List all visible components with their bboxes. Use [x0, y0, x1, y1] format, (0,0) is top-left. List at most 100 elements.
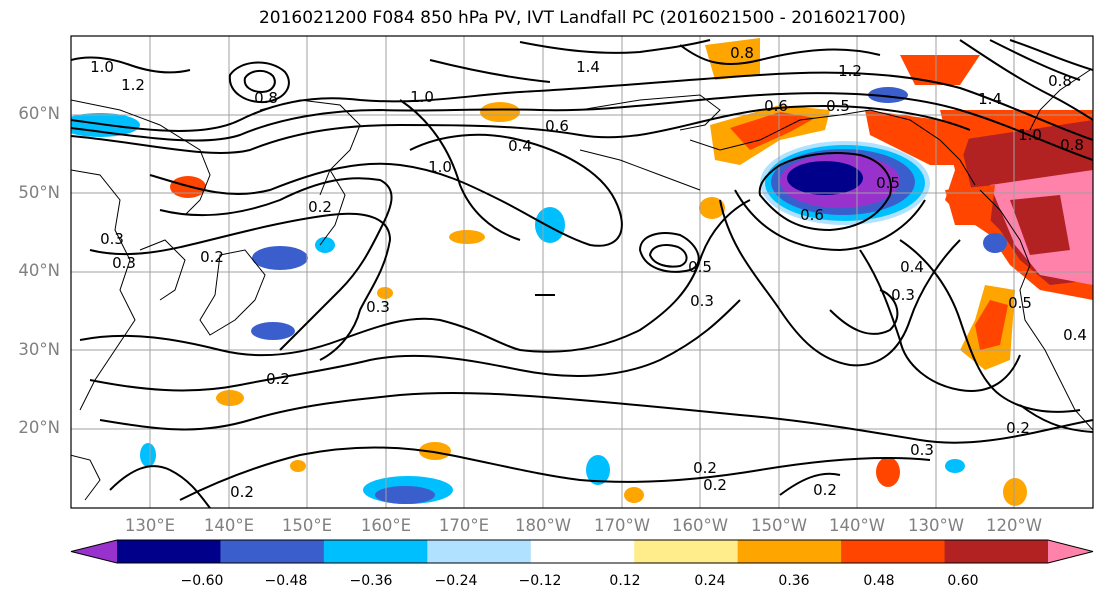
lon-label: 160°E	[360, 516, 412, 535]
lat-label: 40°N	[18, 261, 60, 280]
contour-label: 0.2	[813, 481, 837, 499]
contour-label: 0.6	[545, 117, 569, 135]
contour-label: 0.3	[910, 441, 934, 459]
contour-labels: 1.0 1.2 0.8 1.4 1.0 0.8 0.6 0.4 1.0 0.2 …	[90, 44, 1087, 501]
colorbar-segment	[323, 540, 428, 563]
contour-label: 0.5	[826, 97, 850, 115]
lon-label: 170°E	[438, 516, 490, 535]
positive-anomaly	[876, 457, 900, 487]
lon-label: 150°E	[281, 516, 333, 535]
colorbar-outline	[70, 539, 1094, 564]
negative-anomaly	[787, 161, 863, 195]
colorbar-tick-label: −0.24	[434, 573, 478, 589]
contour-label: 1.2	[121, 76, 145, 94]
positive-anomaly	[900, 55, 980, 85]
contour-label: 0.3	[112, 254, 136, 272]
colorbar-tick-label: −0.12	[518, 573, 562, 589]
positive-anomaly	[730, 112, 815, 150]
contour-label: 0.5	[1008, 294, 1032, 312]
contour-label: 0.2	[308, 198, 332, 216]
lon-label: 130°W	[907, 516, 965, 535]
colorbar-tick-label: −0.36	[349, 573, 393, 589]
chart-title: 2016021200 F084 850 hPa PV, IVT Landfall…	[258, 8, 906, 28]
positive-anomaly	[419, 442, 451, 460]
colorbar-tick-label: 0.12	[609, 573, 641, 589]
colorbar-tick-label: −0.48	[264, 573, 308, 589]
contour-label: 0.2	[703, 476, 727, 494]
contour-label: 0.3	[100, 230, 124, 248]
negative-anomaly	[315, 237, 335, 253]
contour-label: 0.8	[1060, 136, 1084, 154]
pv-contours	[71, 39, 1093, 508]
positive-anomaly	[865, 110, 970, 165]
positive-anomaly	[290, 460, 306, 472]
positive-anomaly	[1010, 195, 1070, 255]
colorbar-extend-high	[1048, 540, 1093, 563]
positive-anomaly	[449, 230, 485, 244]
positive-anomaly	[216, 390, 244, 406]
lat-label: 50°N	[18, 183, 60, 202]
colorbar-segment	[220, 540, 325, 563]
colorbar-segment	[530, 540, 635, 563]
contour-label: 1.0	[428, 158, 452, 176]
colorbar	[70, 539, 1094, 564]
lon-label: 180°W	[514, 516, 572, 535]
colorbar-extend-low	[71, 540, 117, 563]
lon-label: 160°W	[671, 516, 729, 535]
contour-label: 0.5	[688, 258, 712, 276]
positive-anomaly	[1003, 478, 1027, 506]
negative-anomaly	[71, 113, 140, 137]
contour-label: 0.8	[730, 44, 754, 62]
contour-label: 1.0	[1018, 126, 1042, 144]
contour-label: 0.3	[366, 298, 390, 316]
lon-label: 120°W	[985, 516, 1043, 535]
contour-label: 0.6	[764, 97, 788, 115]
colorbar-tick-label: 0.48	[863, 573, 895, 589]
negative-anomaly	[535, 207, 565, 243]
contour-label: 0.4	[900, 258, 924, 276]
colorbar-segment	[841, 540, 946, 563]
graticule	[71, 36, 1093, 508]
map-frame	[70, 35, 1094, 509]
colorbar-tick-label: 0.60	[947, 573, 979, 589]
positive-anomaly	[705, 38, 760, 80]
positive-anomaly	[170, 176, 206, 198]
lon-label: 150°W	[750, 516, 808, 535]
contour-label: 0.2	[266, 370, 290, 388]
contour-label: 0.2	[1006, 419, 1030, 437]
contour-label: 1.0	[410, 88, 434, 106]
negative-anomaly	[375, 486, 435, 504]
contour-label: 1.0	[90, 58, 114, 76]
colorbar-segment	[427, 540, 532, 563]
positive-anomaly	[945, 185, 995, 225]
positive-anomaly	[480, 102, 520, 122]
lon-label: 130°E	[124, 516, 176, 535]
lat-label: 30°N	[18, 340, 60, 359]
contour-label: 0.8	[254, 89, 278, 107]
negative-anomaly	[251, 322, 295, 340]
negative-anomaly	[252, 246, 308, 270]
contour-label: 0.2	[693, 459, 717, 477]
colorbar-segment	[944, 540, 1049, 563]
contour-label: 0.4	[1063, 326, 1087, 344]
contour-label: 0.8	[1048, 72, 1072, 90]
negative-anomaly	[983, 233, 1007, 253]
contour-label: 0.2	[200, 248, 224, 266]
contour-label: 1.4	[978, 90, 1002, 108]
colorbar-segment	[634, 540, 739, 563]
contour-label: 0.3	[690, 292, 714, 310]
negative-anomaly	[868, 87, 908, 103]
colorbar-segment	[737, 540, 842, 563]
contour-label: 0.4	[508, 137, 532, 155]
contour-label: 0.5	[876, 174, 900, 192]
colorbar-tick-label: 0.24	[694, 573, 726, 589]
positive-anomaly	[699, 197, 725, 219]
lon-label: 140°E	[203, 516, 255, 535]
negative-anomaly	[140, 443, 156, 467]
positive-anomaly	[377, 287, 393, 299]
positive-anomaly	[624, 487, 644, 503]
lon-label: 140°W	[828, 516, 886, 535]
contour-label: 0.6	[800, 206, 824, 224]
colorbar-tick-label: 0.36	[778, 573, 810, 589]
ivt-shading	[71, 38, 1093, 506]
